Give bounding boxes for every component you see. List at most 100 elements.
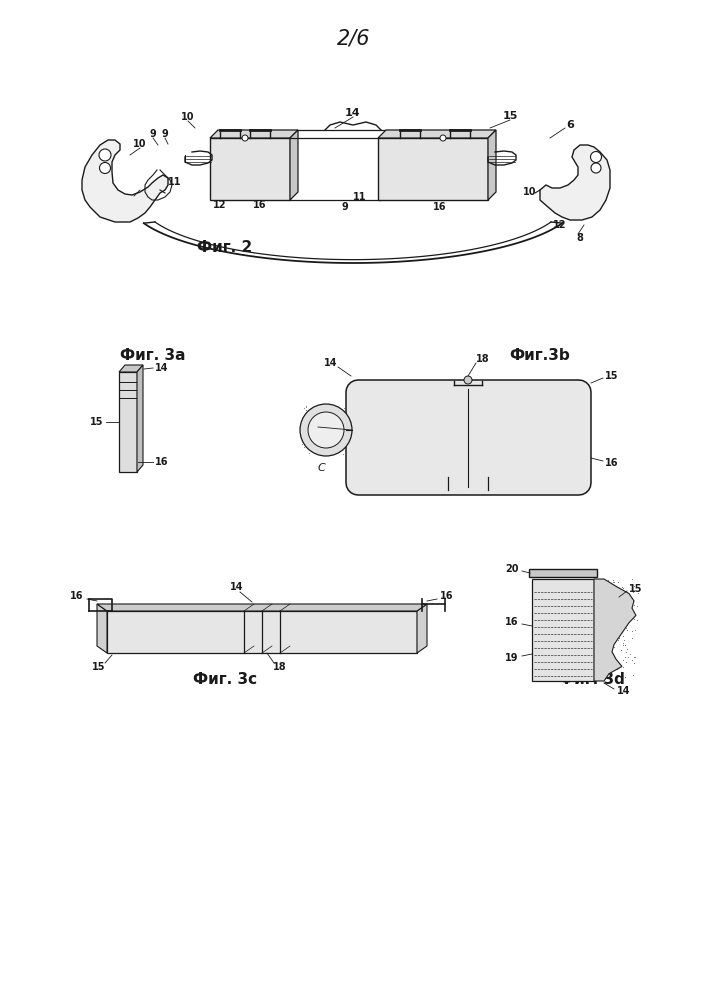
Point (563, 460, 575, 476)
Point (478, 190, 489, 206)
Point (252, 627, 263, 643)
Point (470, 173, 481, 189)
Point (121, 426, 132, 442)
Point (348, 638, 359, 654)
Point (438, 149, 449, 165)
Point (562, 392, 573, 408)
Point (466, 445, 477, 461)
Point (127, 433, 139, 449)
Point (612, 632, 624, 648)
Point (375, 145, 387, 161)
Point (217, 157, 228, 173)
Point (344, 638, 356, 654)
Point (214, 162, 226, 178)
Point (472, 465, 484, 481)
Point (373, 634, 384, 650)
Point (538, 391, 549, 407)
Point (462, 174, 474, 190)
Point (322, 424, 333, 440)
Point (542, 432, 554, 448)
Point (311, 636, 322, 652)
Point (337, 619, 349, 635)
Point (416, 140, 428, 156)
Point (627, 667, 638, 683)
Point (356, 617, 368, 633)
Point (430, 392, 441, 408)
Point (413, 155, 424, 171)
Point (464, 135, 475, 151)
Point (467, 434, 478, 450)
Point (525, 425, 537, 441)
Point (266, 177, 277, 193)
Point (617, 659, 629, 675)
Point (463, 137, 474, 153)
Point (506, 397, 518, 413)
Point (384, 614, 395, 630)
Point (417, 443, 428, 459)
Point (245, 183, 257, 199)
Point (264, 173, 276, 189)
Point (128, 439, 139, 455)
Point (449, 174, 460, 190)
Point (193, 621, 204, 637)
Point (251, 188, 262, 204)
Point (462, 133, 473, 149)
Point (458, 138, 469, 154)
Text: 4: 4 (566, 202, 574, 212)
Point (211, 184, 223, 200)
Point (455, 150, 466, 166)
Point (565, 386, 576, 402)
Point (454, 441, 465, 457)
Text: 16: 16 (433, 202, 447, 212)
Point (336, 620, 347, 636)
Point (380, 461, 392, 477)
Point (549, 416, 560, 432)
Circle shape (99, 149, 111, 161)
Point (600, 613, 611, 629)
Point (349, 624, 360, 640)
Point (216, 178, 227, 194)
Point (206, 631, 218, 647)
Point (410, 422, 421, 438)
Point (607, 574, 619, 590)
Point (436, 159, 447, 175)
Point (267, 179, 278, 195)
Point (465, 171, 477, 187)
Point (426, 187, 438, 203)
Point (160, 611, 172, 627)
Point (239, 609, 250, 625)
Point (175, 609, 186, 625)
Point (462, 152, 473, 168)
Point (291, 615, 303, 631)
Point (421, 161, 433, 177)
Point (229, 174, 240, 190)
Point (239, 627, 250, 643)
Point (629, 611, 640, 627)
Point (353, 634, 364, 650)
Point (400, 617, 411, 633)
Point (175, 627, 187, 643)
Point (357, 628, 368, 644)
Point (514, 447, 525, 463)
Point (433, 187, 445, 203)
Point (227, 146, 238, 162)
Point (357, 619, 368, 635)
Point (468, 413, 479, 429)
Text: 16: 16 (70, 591, 83, 601)
Point (409, 471, 420, 487)
Point (424, 182, 436, 198)
Point (189, 638, 201, 654)
Point (231, 166, 243, 182)
Point (501, 443, 512, 459)
Point (390, 399, 401, 415)
Point (410, 141, 421, 157)
Point (413, 177, 424, 193)
Point (397, 626, 409, 642)
Point (393, 161, 404, 177)
Point (614, 596, 626, 612)
Point (404, 157, 415, 173)
Point (438, 177, 449, 193)
Point (252, 138, 263, 154)
Point (285, 616, 296, 632)
Point (422, 442, 433, 458)
